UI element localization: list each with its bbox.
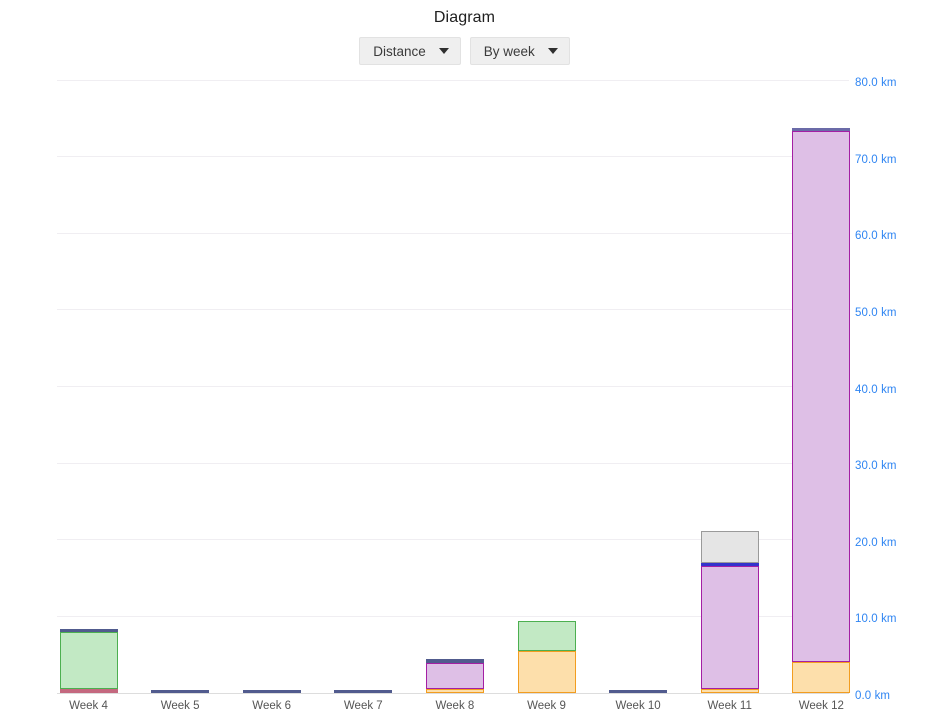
bar-week-8[interactable] (425, 0, 484, 693)
blue-segment[interactable] (334, 690, 393, 693)
pink-segment[interactable] (59, 689, 118, 693)
y-axis-tick-label: 80.0 km (855, 77, 897, 89)
orange-segment[interactable] (792, 662, 851, 693)
chevron-down-icon (547, 48, 558, 54)
x-axis-tick-label: Week 11 (707, 700, 752, 712)
blue-segment[interactable] (59, 629, 118, 633)
bar-week-4[interactable] (59, 0, 118, 693)
metric-dropdown-label: Distance (373, 43, 426, 59)
gridline (57, 539, 849, 541)
bar-week-6[interactable] (242, 0, 301, 693)
gridline (57, 232, 849, 234)
period-dropdown[interactable]: By week (469, 37, 570, 65)
page-title: Diagram (433, 9, 496, 26)
y-axis-tick-label: 60.0 km (855, 230, 897, 243)
purple-segment[interactable] (700, 565, 759, 690)
y-axis-tick-label: 40.0 km (855, 383, 897, 396)
y-axis-tick-label: 10.0 km (855, 613, 897, 626)
bar-week-12[interactable] (792, 0, 851, 693)
orange-segment[interactable] (425, 688, 484, 693)
x-axis-tick-label: Week 12 (798, 700, 844, 712)
blue-segment[interactable] (242, 690, 301, 693)
x-axis-tick-label: Week 4 (69, 700, 108, 712)
bar-week-10[interactable] (609, 0, 668, 693)
green-segment[interactable] (59, 632, 118, 690)
x-axis-tick-label: Week 8 (435, 700, 475, 712)
gridline (57, 692, 849, 694)
gridline (57, 615, 849, 617)
y-axis-tick-label: 20.0 km (855, 536, 897, 549)
orange-segment[interactable] (700, 689, 759, 693)
blue-segment[interactable] (425, 658, 484, 663)
y-axis-tick-label: 70.0 km (855, 153, 897, 166)
x-axis-tick-label: Week 9 (527, 700, 566, 712)
x-axis-tick-label: Week 6 (252, 700, 292, 712)
chart-controls: Distance By week (0, 37, 929, 65)
purple-segment[interactable] (425, 662, 484, 689)
blue-segment[interactable] (151, 690, 210, 693)
gridline (57, 462, 849, 464)
purple-segment[interactable] (792, 131, 851, 663)
orange-segment[interactable] (517, 650, 576, 693)
gridline (57, 79, 849, 81)
x-axis-tick-label: Week 5 (160, 700, 200, 712)
gridline (57, 386, 849, 387)
bar-week-9[interactable] (517, 0, 576, 693)
chevron-down-icon (438, 48, 449, 54)
bar-week-11[interactable] (700, 0, 759, 693)
bar-week-7[interactable] (334, 0, 393, 693)
gridline (57, 156, 849, 158)
y-axis-tick-label: 0.0 km (855, 690, 891, 702)
green-segment[interactable] (517, 620, 576, 651)
bar-week-5[interactable] (151, 0, 210, 693)
x-axis-tick-label: Week 7 (343, 700, 383, 712)
y-axis-tick-label: 50.0 km (855, 306, 897, 319)
indigo-line[interactable] (700, 562, 759, 566)
blue-cap[interactable] (792, 128, 851, 132)
gridline (57, 309, 849, 311)
x-axis-tick-label: Week 10 (615, 700, 661, 712)
period-dropdown-label: By week (483, 43, 535, 59)
blue-segment[interactable] (609, 690, 668, 693)
y-axis-tick-label: 30.0 km (855, 460, 897, 473)
metric-dropdown[interactable]: Distance (359, 37, 461, 65)
gray-segment[interactable] (700, 531, 759, 563)
